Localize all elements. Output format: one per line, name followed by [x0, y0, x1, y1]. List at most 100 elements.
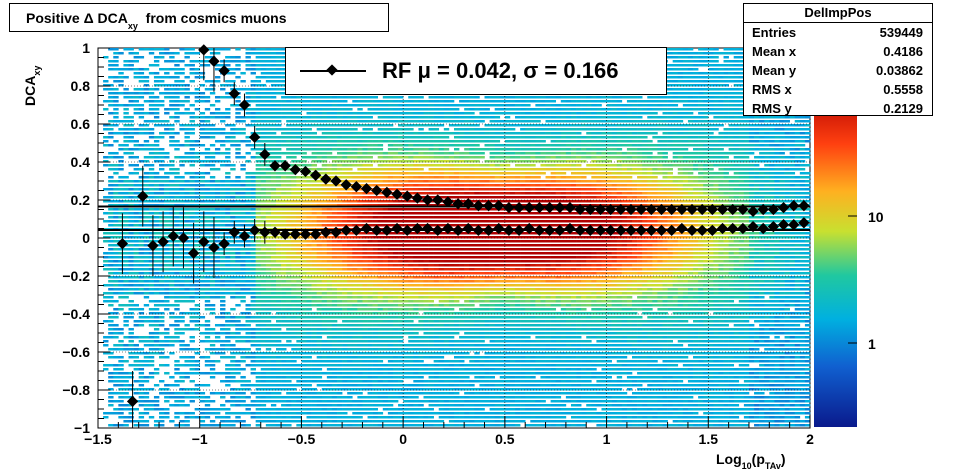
heatmap-cell: [143, 148, 150, 151]
heatmap-cell: [225, 192, 231, 195]
heatmap-cell: [148, 48, 155, 51]
heatmap-cell: [133, 148, 139, 151]
heatmap-cell: [245, 340, 251, 343]
heatmap-cell: [408, 320, 414, 323]
heatmap-cell: [153, 352, 160, 355]
heatmap-cell: [286, 172, 292, 175]
heatmap-cell: [153, 256, 160, 259]
heatmap-cell: [331, 288, 338, 291]
heatmap-cell: [118, 144, 124, 147]
heatmap-cell: [286, 256, 292, 259]
heatmap-cell: [113, 292, 119, 295]
heatmap-cell: [342, 256, 348, 259]
heatmap-cell: [225, 332, 231, 335]
heatmap-cell: [255, 364, 262, 367]
heatmap-cell: [184, 172, 190, 175]
heatmap-cell: [235, 328, 241, 331]
heatmap-cell: [230, 356, 236, 359]
heatmap-cell: [235, 152, 241, 155]
heatmap-cell: [240, 132, 246, 135]
heatmap-cell: [255, 376, 262, 379]
heatmap-cell: [331, 220, 338, 223]
heatmap-cell: [153, 324, 160, 327]
heatmap-cell: [408, 376, 414, 379]
heatmap-cell: [347, 328, 353, 331]
heatmap-cell: [382, 220, 389, 223]
heatmap-cell: [296, 176, 302, 179]
heatmap-cell: [276, 104, 282, 107]
heatmap-cell: [296, 352, 302, 355]
heatmap-cell: [159, 132, 165, 135]
heatmap-cell: [118, 348, 124, 351]
heatmap-cell: [169, 376, 175, 379]
heatmap-cell: [331, 400, 338, 403]
heatmap-cell: [301, 376, 307, 379]
heatmap-cell: [255, 320, 262, 323]
heatmap-cell: [245, 212, 251, 215]
heatmap-cell: [255, 52, 262, 55]
heatmap-cell: [372, 420, 379, 423]
heatmap-cell: [189, 340, 195, 343]
heatmap-cell: [403, 308, 409, 311]
heatmap-cell: [174, 68, 180, 71]
heatmap-cell: [235, 236, 241, 239]
heatmap-cell: [118, 196, 124, 199]
heatmap-cell: [326, 96, 333, 99]
heatmap-cell: [138, 168, 145, 171]
heatmap-cell: [138, 348, 145, 351]
heatmap-cell: [240, 80, 246, 83]
heatmap-cell: [235, 48, 241, 51]
heatmap-cell: [199, 396, 206, 399]
heatmap-cell: [159, 84, 165, 87]
heatmap-cell: [337, 360, 343, 363]
heatmap-cell: [123, 120, 129, 123]
heatmap-cell: [387, 384, 394, 387]
heatmap-cell: [225, 272, 231, 275]
heatmap-cell: [301, 348, 307, 351]
heatmap-cell: [199, 284, 206, 287]
heatmap-cell: [179, 144, 185, 147]
heatmap-cell: [138, 88, 145, 91]
heatmap-cell: [148, 152, 155, 155]
heatmap-cell: [311, 304, 317, 307]
heatmap-cell: [337, 272, 343, 275]
heatmap-cell: [184, 92, 190, 95]
heatmap-cell: [189, 312, 195, 315]
heatmap-cell: [296, 272, 302, 275]
heatmap-cell: [408, 204, 414, 207]
heatmap-cell: [123, 76, 129, 79]
heatmap-cell: [387, 292, 394, 295]
heatmap-cell: [281, 324, 287, 327]
heatmap-cell: [367, 312, 373, 315]
heatmap-cell: [342, 220, 348, 223]
heatmap-cell: [311, 280, 317, 283]
heatmap-cell: [286, 116, 292, 119]
heatmap-cell: [128, 124, 134, 127]
heatmap-cell: [240, 164, 246, 167]
heatmap-cell: [316, 256, 323, 259]
heatmap-cell: [164, 332, 170, 335]
heatmap-cell: [372, 240, 379, 243]
heatmap-cell: [306, 348, 312, 351]
heatmap-cell: [108, 272, 114, 275]
heatmap-cell: [347, 380, 353, 383]
heatmap-cell: [291, 120, 297, 123]
heatmap-cell: [169, 392, 175, 395]
heatmap-cell: [276, 372, 282, 375]
heatmap-cell: [265, 420, 272, 423]
heatmap-cell: [194, 248, 201, 251]
heatmap-cell: [189, 244, 195, 247]
heatmap-cell: [326, 344, 333, 347]
heatmap-cell: [255, 96, 262, 99]
heatmap-cell: [103, 124, 109, 127]
heatmap-cell: [296, 136, 302, 139]
heatmap-cell: [220, 372, 226, 375]
heatmap-cell: [220, 204, 226, 207]
heatmap-cell: [326, 340, 333, 343]
heatmap-cell: [138, 176, 145, 179]
heatmap-cell: [164, 48, 170, 51]
heatmap-cell: [398, 412, 404, 415]
heatmap-cell: [245, 200, 251, 203]
heatmap-cell: [337, 376, 343, 379]
heatmap-cell: [291, 296, 297, 299]
